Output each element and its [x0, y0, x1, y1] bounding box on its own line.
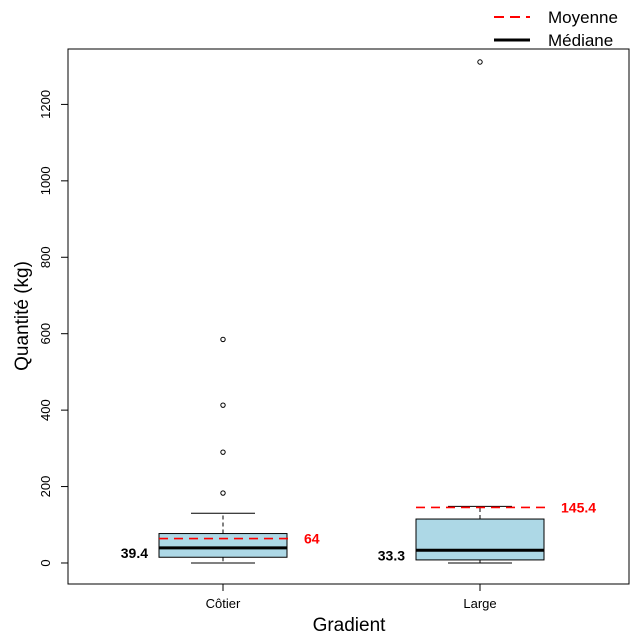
plot-frame — [67, 48, 630, 585]
y-tick-label: 400 — [38, 399, 53, 421]
box — [158, 533, 288, 558]
mean-value-label: 64 — [304, 531, 320, 547]
y-tick-label: 200 — [38, 476, 53, 498]
box — [415, 518, 545, 561]
y-tick-label: 800 — [38, 246, 53, 268]
outlier-point — [220, 402, 226, 408]
y-ticks: 0 200 400 600 800 1000 1200 — [38, 90, 68, 567]
y-tick-label: 1000 — [38, 166, 53, 195]
legend-median-label: Médiane — [548, 31, 613, 50]
legend: Moyenne Médiane — [494, 8, 618, 50]
x-ticks: Côtier Large — [206, 584, 497, 611]
box-group: 39.4 64 — [121, 336, 320, 564]
x-tick-label: Côtier — [206, 596, 241, 611]
y-tick-label: 600 — [38, 323, 53, 345]
y-tick-label: 1200 — [38, 90, 53, 119]
y-axis-title: Quantité (kg) — [12, 261, 33, 371]
box-group: 33.3 145.4 — [378, 59, 596, 564]
boxes: 39.4 64 33.3 145.4 — [121, 59, 596, 564]
legend-mean-label: Moyenne — [548, 8, 618, 27]
y-tick-label: 0 — [38, 559, 53, 566]
median-value-label: 33.3 — [378, 547, 405, 563]
outlier-point — [220, 449, 226, 455]
x-tick-label: Large — [463, 596, 496, 611]
mean-value-label: 145.4 — [561, 499, 596, 515]
outlier-point — [220, 490, 226, 496]
x-axis-title: Gradient — [313, 615, 387, 636]
outlier-point — [477, 59, 483, 65]
median-value-label: 39.4 — [121, 545, 148, 561]
outlier-point — [220, 336, 226, 343]
